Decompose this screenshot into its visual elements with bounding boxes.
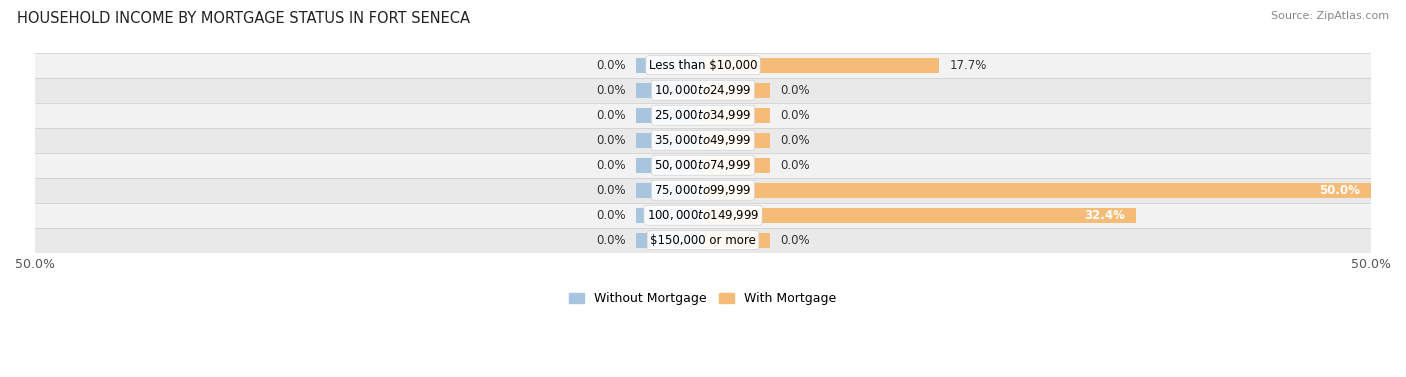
Bar xyxy=(35,153,1371,178)
Text: $50,000 to $74,999: $50,000 to $74,999 xyxy=(654,158,752,172)
Bar xyxy=(636,233,703,248)
Text: 0.0%: 0.0% xyxy=(596,109,626,122)
Bar xyxy=(35,78,1371,103)
Bar xyxy=(703,83,770,98)
Bar xyxy=(636,158,703,173)
Bar xyxy=(35,128,1371,153)
Text: 0.0%: 0.0% xyxy=(596,184,626,197)
Text: $10,000 to $24,999: $10,000 to $24,999 xyxy=(654,83,752,97)
Text: $75,000 to $99,999: $75,000 to $99,999 xyxy=(654,183,752,197)
Bar xyxy=(35,103,1371,128)
Text: 0.0%: 0.0% xyxy=(596,59,626,72)
Legend: Without Mortgage, With Mortgage: Without Mortgage, With Mortgage xyxy=(564,288,842,311)
Text: 32.4%: 32.4% xyxy=(1084,209,1125,222)
Bar xyxy=(636,183,703,198)
Text: $100,000 to $149,999: $100,000 to $149,999 xyxy=(647,208,759,222)
Bar xyxy=(703,108,770,123)
Bar xyxy=(636,108,703,123)
Text: $35,000 to $49,999: $35,000 to $49,999 xyxy=(654,133,752,147)
Bar xyxy=(636,133,703,148)
Text: 0.0%: 0.0% xyxy=(780,84,810,97)
Bar xyxy=(703,183,1371,198)
Bar xyxy=(636,208,703,223)
Text: $25,000 to $34,999: $25,000 to $34,999 xyxy=(654,108,752,122)
Text: 0.0%: 0.0% xyxy=(780,159,810,172)
Bar xyxy=(703,158,770,173)
Bar xyxy=(636,83,703,98)
Text: 0.0%: 0.0% xyxy=(780,134,810,147)
Text: 0.0%: 0.0% xyxy=(596,159,626,172)
Bar xyxy=(35,178,1371,203)
Text: 17.7%: 17.7% xyxy=(950,59,987,72)
Text: 50.0%: 50.0% xyxy=(1319,184,1361,197)
Text: 0.0%: 0.0% xyxy=(596,234,626,247)
Text: 0.0%: 0.0% xyxy=(596,134,626,147)
Text: 0.0%: 0.0% xyxy=(596,84,626,97)
Text: Less than $10,000: Less than $10,000 xyxy=(648,59,758,72)
Text: Source: ZipAtlas.com: Source: ZipAtlas.com xyxy=(1271,11,1389,21)
Bar xyxy=(703,208,1136,223)
Bar xyxy=(35,228,1371,253)
Bar xyxy=(703,58,939,73)
Bar xyxy=(703,233,770,248)
Bar xyxy=(35,53,1371,78)
Text: 0.0%: 0.0% xyxy=(596,209,626,222)
Text: $150,000 or more: $150,000 or more xyxy=(650,234,756,247)
Bar xyxy=(703,133,770,148)
Bar xyxy=(636,58,703,73)
Text: 0.0%: 0.0% xyxy=(780,234,810,247)
Text: 0.0%: 0.0% xyxy=(780,109,810,122)
Text: HOUSEHOLD INCOME BY MORTGAGE STATUS IN FORT SENECA: HOUSEHOLD INCOME BY MORTGAGE STATUS IN F… xyxy=(17,11,470,26)
Bar xyxy=(35,203,1371,228)
